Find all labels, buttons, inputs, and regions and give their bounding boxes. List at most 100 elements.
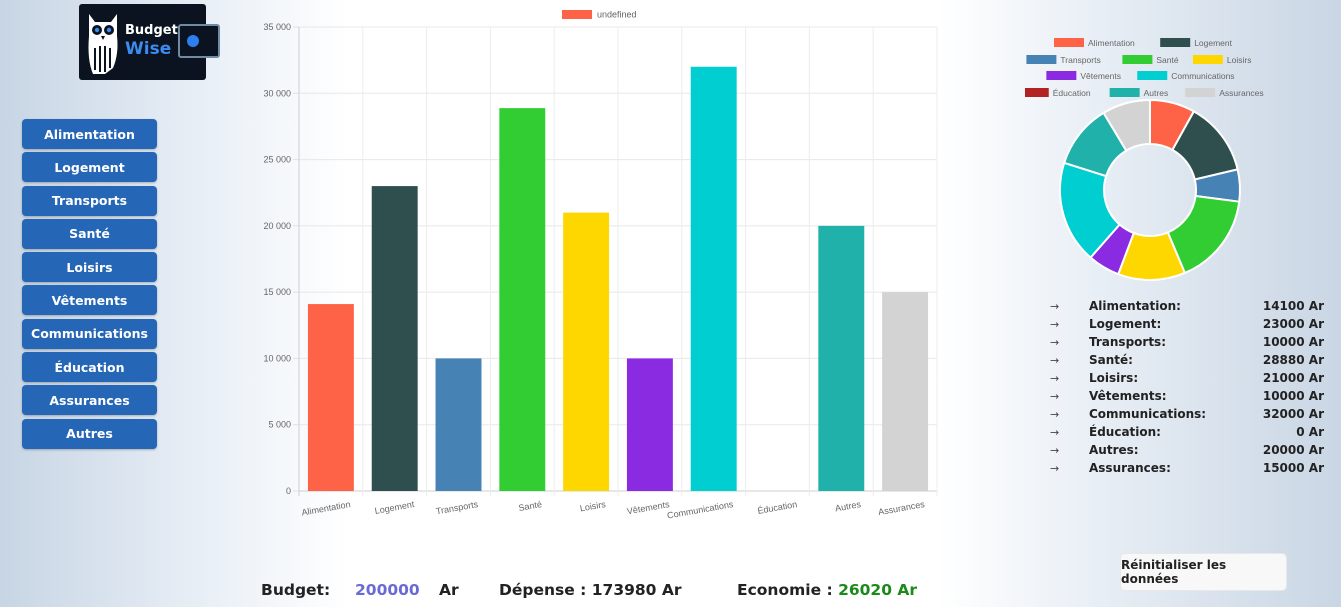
category-button-communications[interactable]: Communications (22, 318, 157, 349)
arrow-icon: → (1050, 371, 1060, 385)
expense-bar-chart: undefined 0 5 000 10 000 15 000 20 000 25 000 3… (263, 10, 938, 521)
donut-legend-item-transports[interactable]: Transports (1026, 55, 1101, 65)
summary-category-name: Vêtements: (1089, 389, 1167, 403)
category-button-sante[interactable]: Santé (22, 218, 157, 249)
summary-category-value: 21000 Ar (1262, 371, 1324, 385)
y-tick-label: 0 (286, 486, 291, 496)
x-tick-label: Logement (374, 499, 416, 516)
donut-legend-label: Communications (1171, 71, 1234, 81)
x-tick-label: Communications (666, 499, 734, 521)
category-button-loisirs[interactable]: Loisirs (22, 252, 157, 283)
brand-name-line1: Budget (125, 23, 178, 38)
summary-category-value: 14100 Ar (1262, 299, 1324, 313)
summary-category-name: Santé: (1089, 353, 1133, 367)
category-button-logement[interactable]: Logement (22, 152, 157, 183)
brand-name-line2: Wise (125, 39, 172, 59)
bar-legend-label: undefined (597, 10, 637, 20)
savings-label: Economie : (737, 581, 839, 599)
category-button-education[interactable]: Éducation (22, 352, 157, 383)
bar-vetements[interactable] (626, 358, 673, 491)
summary-row: → Logement: 23000 Ar (1050, 315, 1324, 333)
donut-legend-swatch (1122, 55, 1153, 64)
summary-category-value: 0 Ar (1296, 425, 1324, 439)
arrow-icon: → (1050, 389, 1060, 403)
budget-value[interactable]: 200000 (355, 581, 420, 599)
summary-category-name: Communications: (1089, 407, 1207, 421)
donut-legend-label: Autres (1144, 88, 1169, 98)
bar-legend-swatch (562, 10, 592, 19)
arrow-icon: → (1050, 443, 1060, 457)
donut-legend-swatch (1026, 55, 1057, 64)
donut-legend-item-vetements[interactable]: Vêtements (1046, 71, 1121, 81)
donut-legend-swatch (1025, 88, 1049, 97)
bar-alimentation[interactable] (307, 304, 354, 491)
bar-sante[interactable] (499, 108, 546, 491)
donut-legend-item-education[interactable]: Éducation (1025, 88, 1091, 98)
summary-row: → Santé: 28880 Ar (1050, 351, 1324, 369)
summary-category-name: Éducation: (1089, 425, 1161, 439)
summary-category-name: Transports: (1089, 335, 1166, 349)
bar-logement[interactable] (371, 186, 418, 492)
category-button-assurances[interactable]: Assurances (22, 385, 157, 416)
arrow-icon: → (1050, 425, 1060, 439)
bar-autres[interactable] (818, 225, 865, 491)
x-tick-label: Vêtements (626, 499, 671, 516)
x-tick-label: Alimentation (301, 499, 352, 517)
x-tick-label: Assurances (877, 499, 926, 517)
summary-row: → Autres: 20000 Ar (1050, 441, 1324, 459)
donut-legend-label: Loisirs (1227, 55, 1252, 65)
y-tick-label: 20 000 (263, 221, 291, 231)
arrow-icon: → (1050, 407, 1060, 421)
arrow-icon: → (1050, 353, 1060, 367)
x-tick-label: Transports (435, 499, 479, 516)
wallet-icon (178, 24, 220, 58)
category-button-alimentation[interactable]: Alimentation (22, 119, 157, 149)
summary-row: → Transports: 10000 Ar (1050, 333, 1324, 351)
savings-total: Economie : 26020 Ar (737, 581, 917, 599)
donut-legend-label: Logement (1194, 38, 1232, 48)
budget-unit: Ar (439, 581, 459, 599)
summary-row: → Alimentation: 14100 Ar (1050, 297, 1324, 315)
bar-communications[interactable] (690, 66, 737, 492)
bar-loisirs[interactable] (563, 212, 610, 491)
donut-legend-item-loisirs[interactable]: Loisirs (1192, 55, 1252, 65)
summary-category-name: Loisirs: (1089, 371, 1139, 385)
category-button-autres[interactable]: Autres (22, 418, 157, 449)
category-button-vetements[interactable]: Vêtements (22, 285, 157, 316)
donut-legend-swatch (1192, 55, 1223, 64)
category-button-transports[interactable]: Transports (22, 185, 157, 216)
donut-legend-label: Éducation (1053, 88, 1091, 98)
donut-legend-item-logement[interactable]: Logement (1160, 38, 1233, 48)
x-tick-label: Loisirs (579, 499, 607, 513)
bar-assurances[interactable] (882, 292, 929, 491)
y-tick-label: 25 000 (263, 155, 291, 165)
donut-legend-item-communications[interactable]: Communications (1137, 71, 1235, 81)
donut-legend-swatch (1109, 88, 1140, 97)
expense-doughnut-chart: Alimentation Logement Transports Santé Loisi… (1025, 38, 1264, 281)
donut-legend-label: Transports (1060, 55, 1100, 65)
donut-legend-item-sante[interactable]: Santé (1122, 55, 1179, 65)
reset-data-button[interactable]: Réinitialiser les données (1120, 553, 1287, 591)
bar-transports[interactable] (435, 358, 482, 491)
owl-icon (88, 14, 118, 74)
arrow-icon: → (1050, 317, 1060, 331)
category-sidebar: Alimentation Logement Transports Santé L… (22, 119, 157, 452)
donut-legend-swatch (1185, 88, 1216, 97)
y-tick-label: 35 000 (263, 22, 291, 32)
x-tick-label: Autres (834, 499, 862, 513)
x-tick-label: Éducation (757, 499, 798, 516)
summary-category-name: Autres: (1089, 443, 1139, 457)
budget-label: Budget: (261, 581, 331, 599)
bar-legend[interactable]: undefined (562, 10, 637, 20)
x-tick-label: Santé (518, 499, 543, 513)
savings-value: 26020 Ar (838, 581, 918, 599)
y-tick-label: 15 000 (263, 287, 291, 297)
donut-legend-item-assurances[interactable]: Assurances (1185, 88, 1264, 98)
arrow-icon: → (1050, 461, 1060, 475)
donut-legend-label: Assurances (1219, 88, 1263, 98)
summary-category-value: 15000 Ar (1262, 461, 1324, 475)
donut-legend-item-alimentation[interactable]: Alimentation (1054, 38, 1135, 48)
donut-legend-item-autres[interactable]: Autres (1109, 88, 1169, 98)
summary-category-value: 10000 Ar (1262, 335, 1324, 349)
donut-slice-assurances[interactable] (1102, 98, 1151, 152)
